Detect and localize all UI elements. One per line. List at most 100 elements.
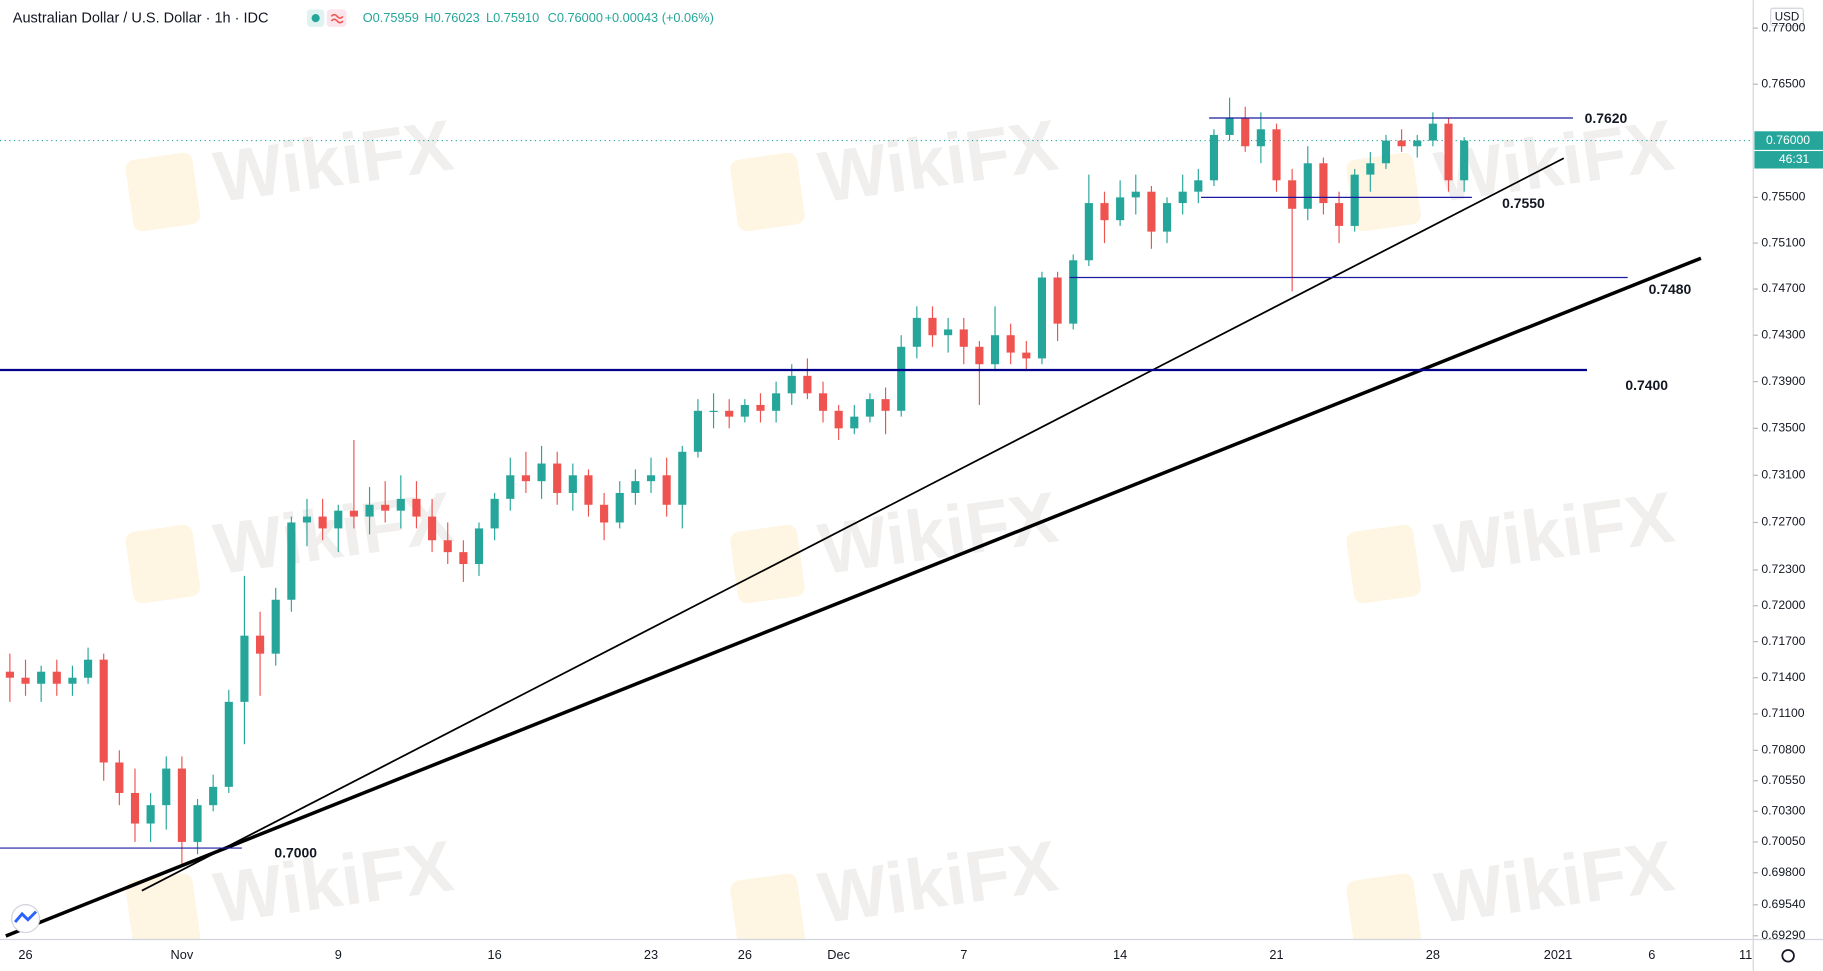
y-tick-label: 0.73500 <box>1761 421 1805 435</box>
y-tick-label: 0.71400 <box>1761 670 1805 684</box>
candle-body <box>1100 203 1109 221</box>
candle-body <box>1413 140 1422 147</box>
currency-box[interactable] <box>1770 7 1804 27</box>
candle-body <box>709 410 718 412</box>
candle-body <box>177 768 186 842</box>
candle-body <box>1022 352 1031 359</box>
candle-body <box>1428 123 1437 141</box>
candle-body <box>130 792 140 824</box>
watermark-logo <box>1346 524 1421 604</box>
y-tick-label: 0.73100 <box>1761 468 1805 482</box>
x-tick-label: 6 <box>1648 947 1655 962</box>
candle-body <box>334 510 343 529</box>
candle-body <box>1460 140 1469 181</box>
level-label: 0.7620 <box>1585 110 1628 126</box>
last-price-label: 0.76000 <box>1766 133 1810 147</box>
y-tick-label: 0.72300 <box>1761 562 1805 576</box>
y-tick-label: 0.69290 <box>1761 928 1805 942</box>
candle-body <box>381 504 390 511</box>
candle-body <box>287 522 296 600</box>
symbol-title: Australian Dollar / U.S. Dollar · 1h · I… <box>13 11 269 27</box>
candle-body <box>349 510 358 517</box>
candle-body <box>725 410 734 417</box>
y-tick-label: 0.76500 <box>1761 76 1805 90</box>
candle-body <box>990 335 1000 365</box>
candle-body <box>365 504 374 517</box>
candle-body <box>834 410 843 429</box>
candle-body <box>428 516 437 541</box>
y-tick-label: 0.72700 <box>1761 515 1805 529</box>
watermark-logo <box>125 524 201 604</box>
candle-body <box>256 635 265 654</box>
level-label: 0.7480 <box>1649 281 1692 297</box>
candle-body <box>553 463 562 493</box>
candle-body <box>52 671 61 684</box>
x-tick-label: 23 <box>644 947 658 962</box>
candle-body <box>1209 134 1219 181</box>
header: Australian Dollar / U.S. Dollar · 1h · I… <box>13 9 714 27</box>
candle-body <box>584 475 593 505</box>
candle-body <box>944 329 953 336</box>
candle-body <box>1303 163 1312 209</box>
candle-body <box>396 498 405 511</box>
candle-body <box>146 805 155 824</box>
candle-body <box>68 677 77 684</box>
candle-body <box>1037 277 1047 359</box>
candle-body <box>631 481 640 493</box>
candle-body <box>1162 203 1172 232</box>
candle-body <box>662 475 671 505</box>
watermark-logo <box>730 524 805 604</box>
candle-body <box>1334 203 1344 226</box>
y-tick-label: 0.77000 <box>1761 20 1805 34</box>
candle-body <box>1256 129 1265 147</box>
status-dot <box>311 14 320 23</box>
candle-body <box>693 410 702 452</box>
candle-body <box>521 475 530 482</box>
watermark-logo <box>1346 152 1421 232</box>
candle-body <box>21 677 30 684</box>
y-tick-label: 0.73900 <box>1761 374 1805 388</box>
candle-body <box>1053 277 1062 324</box>
candle-body <box>1319 163 1328 204</box>
watermark-logo <box>730 873 805 952</box>
candle-body <box>818 393 828 411</box>
y-tick-label: 0.71700 <box>1761 634 1805 648</box>
drawings: 0.7620 0.7550 0.7480 0.7400 0.7000 <box>0 110 1702 938</box>
candle-body <box>115 762 124 793</box>
time-axis <box>0 939 1823 971</box>
y-tick-label: 0.69540 <box>1761 897 1805 911</box>
logo-mark <box>14 910 38 924</box>
candle-body <box>1147 191 1156 232</box>
candle-body <box>756 404 765 411</box>
candle-body <box>506 475 515 499</box>
settings-icon[interactable] <box>1781 949 1795 963</box>
x-tick-label: 11 <box>1739 947 1752 962</box>
candle-body <box>209 786 218 806</box>
candle-body <box>1116 197 1125 221</box>
candle-body <box>1397 140 1406 147</box>
candle-body <box>5 671 14 678</box>
candle-body <box>99 659 108 763</box>
candle-body <box>537 463 546 482</box>
candle-body <box>600 504 609 523</box>
candle-body <box>678 451 687 505</box>
level-label: 0.7400 <box>1625 377 1668 393</box>
watermark-logo <box>1346 873 1421 952</box>
y-tick-label: 0.75500 <box>1761 190 1805 204</box>
last-price-tag <box>1754 131 1823 150</box>
y-tick-label: 0.70800 <box>1761 743 1805 757</box>
candle-body <box>1241 117 1250 147</box>
candle-body <box>1194 180 1203 192</box>
candle-body <box>568 475 577 493</box>
ohlc-value: +0.00043 (+0.06%) <box>605 10 714 25</box>
ohlc-value: H0.76023 <box>424 10 479 25</box>
candle-body <box>912 317 921 347</box>
status-icon[interactable] <box>326 9 347 27</box>
candle-body <box>1084 203 1093 261</box>
candle-body <box>646 475 656 482</box>
candle-body <box>318 516 327 529</box>
y-tick-label: 0.70300 <box>1761 804 1805 818</box>
watermark-logo <box>730 152 805 232</box>
